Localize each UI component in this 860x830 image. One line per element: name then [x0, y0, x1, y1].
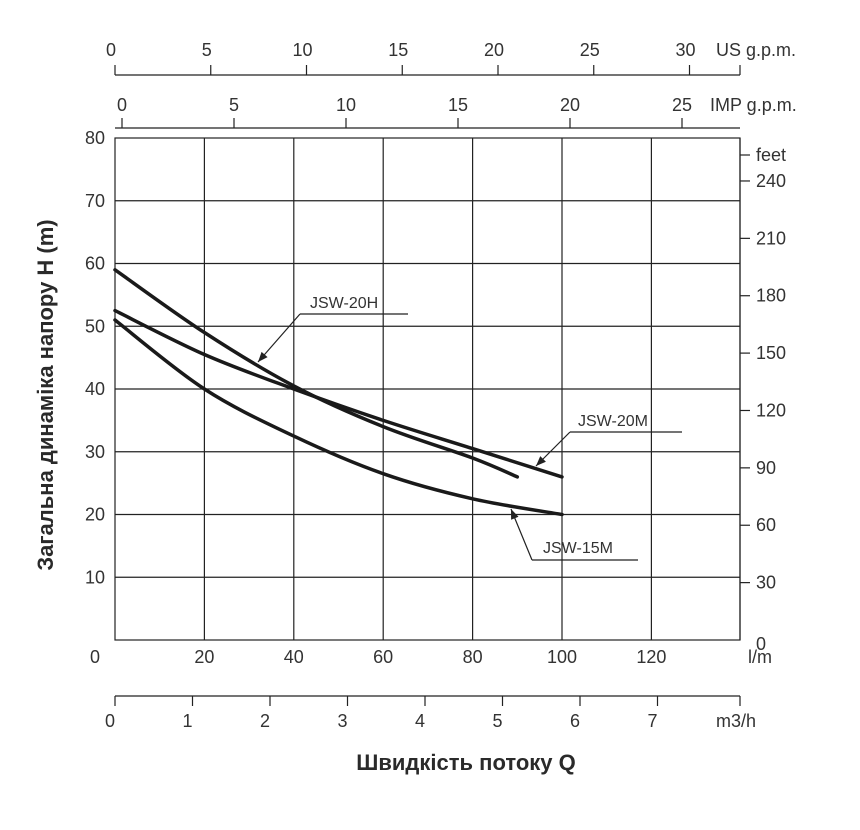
series-labels: JSW-20H JSW-20M JSW-15M — [257, 295, 682, 561]
us-gpm-tick-label: 0 — [106, 40, 116, 60]
series-lines — [113, 268, 564, 517]
imp-gpm-tick-label: 0 — [117, 95, 127, 115]
x-tick-label: 20 — [194, 647, 214, 667]
y-tick-label: 10 — [85, 567, 105, 587]
m3h-tick-label: 2 — [260, 711, 270, 731]
y-tick-label: 20 — [85, 505, 105, 525]
y-tick-label: 60 — [85, 254, 105, 274]
x-tick-label: 0 — [90, 647, 100, 667]
imp-gpm-tick-label: 25 — [672, 95, 692, 115]
m3h-tick-label: 0 — [105, 711, 115, 731]
series-line-jsw-20m — [113, 308, 564, 479]
leader-line-jsw-20h — [257, 313, 301, 363]
series-label-jsw-15m: JSW-15M — [543, 540, 613, 557]
us-gpm-tick-label: 15 — [388, 40, 408, 60]
x-tick-label: 100 — [547, 647, 577, 667]
us-gpm-tick-label: 30 — [675, 40, 695, 60]
m3h-tick-label: 5 — [492, 711, 502, 731]
leader-arrow-jsw-15m — [511, 509, 519, 520]
m3h-tick-label: 1 — [182, 711, 192, 731]
m3h-tick-label: 4 — [415, 711, 425, 731]
y-tick-label: 50 — [85, 316, 105, 336]
us-gpm-tick-label: 20 — [484, 40, 504, 60]
us-gpm-unit-label: US g.p.m. — [716, 40, 796, 60]
imp-gpm-tick-label: 5 — [229, 95, 239, 115]
feet-tick-label: 210 — [756, 228, 786, 248]
x-tick-label: 60 — [373, 647, 393, 667]
x-unit-label: l/m — [748, 647, 772, 667]
m3h-tick-label: 3 — [337, 711, 347, 731]
x-tick-label: 80 — [463, 647, 483, 667]
y-tick-label: 30 — [85, 442, 105, 462]
us-gpm-tick-label: 5 — [202, 40, 212, 60]
imp-gpm-tick-label: 10 — [336, 95, 356, 115]
us-gpm-tick-label: 10 — [292, 40, 312, 60]
series-label-jsw-20h: JSW-20H — [310, 295, 378, 312]
imp-gpm-tick-label: 20 — [560, 95, 580, 115]
imp-gpm-unit-label: IMP g.p.m. — [710, 95, 797, 115]
feet-tick-label: 240 — [756, 171, 786, 191]
feet-tick-label: 90 — [756, 458, 776, 478]
x-tick-label: 120 — [636, 647, 666, 667]
y-tick-label: 70 — [85, 191, 105, 211]
feet-tick-label: 30 — [756, 573, 776, 593]
feet-tick-label: 150 — [756, 343, 786, 363]
us-gpm-tick-label: 25 — [580, 40, 600, 60]
series-line-jsw-15m — [113, 318, 564, 517]
series-label-jsw-20m: JSW-20M — [578, 413, 648, 430]
imp-gpm-tick-label: 15 — [448, 95, 468, 115]
m3h-tick-label: 6 — [570, 711, 580, 731]
y-tick-label: 40 — [85, 379, 105, 399]
feet-tick-label: 120 — [756, 400, 786, 420]
m3h-unit-label: m3/h — [716, 711, 756, 731]
y-tick-label: 80 — [85, 128, 105, 148]
feet-tick-label: 180 — [756, 286, 786, 306]
x-axis-title: Швидкість потоку Q — [356, 750, 575, 775]
y-axis-title: Загальна динаміка напору H (m) — [33, 219, 58, 570]
m3h-tick-label: 7 — [647, 711, 657, 731]
leader-arrow-jsw-20h — [258, 351, 268, 362]
leader-arrow-jsw-20m — [536, 456, 546, 466]
feet-unit-label: feet — [756, 145, 786, 165]
feet-tick-label: 0 — [756, 634, 766, 654]
x-tick-label: 40 — [284, 647, 304, 667]
feet-tick-label: 60 — [756, 515, 776, 535]
grid — [115, 138, 740, 640]
